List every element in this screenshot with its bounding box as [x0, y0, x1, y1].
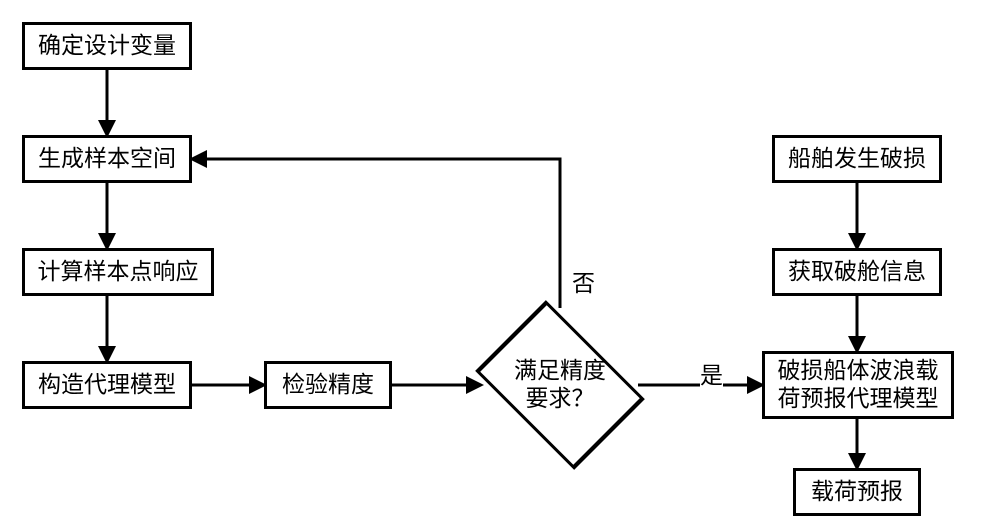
node-label: 确定设计变量	[38, 32, 176, 60]
node-d1: 满足精度 要求？	[510, 335, 610, 435]
node-label: 满足精度 要求？	[514, 357, 606, 412]
node-label: 构造代理模型	[38, 371, 176, 399]
node-label: 获取破舱信息	[788, 258, 926, 286]
node-label: 检验精度	[282, 371, 374, 399]
edge-label-no: 否	[572, 264, 595, 298]
edge-d1-n2	[192, 159, 560, 308]
node-label: 载荷预报	[811, 478, 903, 506]
node-n8: 破损船体波浪载 荷预报代理模型	[762, 351, 954, 419]
node-label: 生成样本空间	[38, 145, 176, 173]
node-label: 船舶发生破损	[788, 145, 926, 173]
node-n7: 获取破舱信息	[772, 248, 942, 296]
node-n3: 计算样本点响应	[22, 248, 214, 296]
node-label: 破损船体波浪载 荷预报代理模型	[778, 357, 939, 412]
node-n2: 生成样本空间	[22, 135, 192, 183]
node-n9: 载荷预报	[793, 468, 921, 516]
node-n4: 构造代理模型	[22, 361, 192, 409]
edge-label-yes: 是	[700, 356, 723, 390]
node-label: 计算样本点响应	[38, 258, 199, 286]
node-n5: 检验精度	[264, 361, 392, 409]
node-n6: 船舶发生破损	[772, 135, 942, 183]
node-n1: 确定设计变量	[22, 22, 192, 70]
